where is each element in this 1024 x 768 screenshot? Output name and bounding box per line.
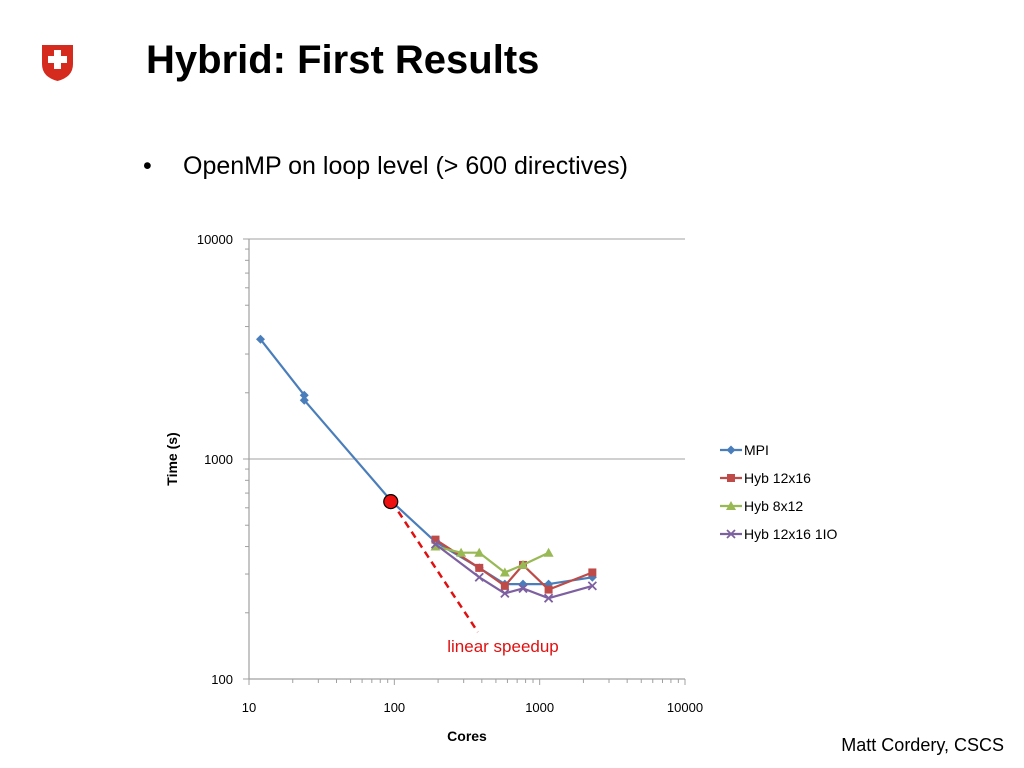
data-point (587, 581, 597, 591)
legend-marker (726, 529, 736, 539)
legend-label: Hyb 12x16 (744, 470, 811, 486)
series-line (259, 338, 593, 586)
data-point (299, 390, 309, 400)
legend-marker (727, 474, 735, 482)
legend-item: MPI (720, 442, 769, 458)
legend: MPI Hyb 12x16 Hyb 8x12 Hyb 12x16 1IO (720, 442, 837, 542)
x-tick-label: 100 (383, 700, 405, 715)
series-line (435, 545, 550, 574)
data-point (544, 585, 553, 594)
x-marker-stroke (587, 581, 597, 591)
data-point (588, 568, 597, 577)
legend-label: Hyb 12x16 1IO (744, 526, 837, 542)
x-tick-label: 10000 (667, 700, 703, 715)
data-point (499, 567, 510, 577)
legend-label: MPI (744, 442, 769, 458)
legend-item: Hyb 12x16 1IO (720, 526, 837, 542)
x-marker-stroke (474, 572, 484, 582)
x-marker-stroke (500, 588, 510, 599)
data-point (299, 395, 309, 405)
x-marker-stroke (430, 539, 441, 549)
legend-marker (726, 445, 736, 455)
data-point (475, 563, 484, 572)
data-point (474, 572, 484, 582)
y-axis-title: Time (s) (164, 432, 180, 485)
data-point (543, 547, 554, 557)
bullet-mark: • (143, 152, 152, 180)
series-line (434, 543, 593, 600)
series-hyb-12x16-1io (430, 539, 597, 603)
x-axis-title: Cores (447, 728, 487, 744)
bullet-item: • OpenMP on loop level (> 600 directives) (143, 152, 628, 181)
data-point (518, 559, 529, 569)
x-marker-stroke (518, 583, 528, 594)
reference-point-marker (383, 494, 399, 510)
x-tick-label: 10 (242, 700, 256, 715)
slide-title: Hybrid: First Results (146, 38, 540, 82)
data-point (456, 547, 467, 557)
data-point (500, 581, 509, 590)
legend-item: Hyb 12x16 (720, 470, 811, 486)
footer-credit: Matt Cordery, CSCS (841, 735, 1004, 755)
data-point (500, 588, 510, 599)
legend-item: Hyb 8x12 (720, 498, 803, 514)
linear-speedup-line (390, 500, 479, 633)
data-point (431, 535, 440, 544)
data-point (518, 583, 528, 594)
x-tick-label: 1000 (525, 700, 554, 715)
x-marker-stroke (726, 529, 736, 539)
legend-marker (726, 501, 736, 510)
data-point (256, 334, 266, 344)
y-tick-label: 1000 (204, 452, 233, 467)
swiss-cross-logo (42, 45, 73, 81)
legend-label: Hyb 8x12 (744, 498, 803, 514)
cross-icon (48, 50, 67, 69)
data-point (430, 541, 441, 551)
data-point (430, 539, 441, 549)
annotation-label: linear speedup (447, 637, 559, 656)
bullet-text: OpenMP on loop level (> 600 directives) (183, 152, 628, 180)
y-tick-label: 10000 (197, 232, 233, 247)
series-line (434, 538, 593, 591)
data-point (543, 593, 554, 603)
y-tick-label: 100 (211, 672, 233, 687)
data-point (474, 547, 485, 557)
series-hyb-8x12 (430, 541, 554, 577)
series-mpi (256, 334, 597, 589)
x-marker-stroke (543, 593, 554, 603)
